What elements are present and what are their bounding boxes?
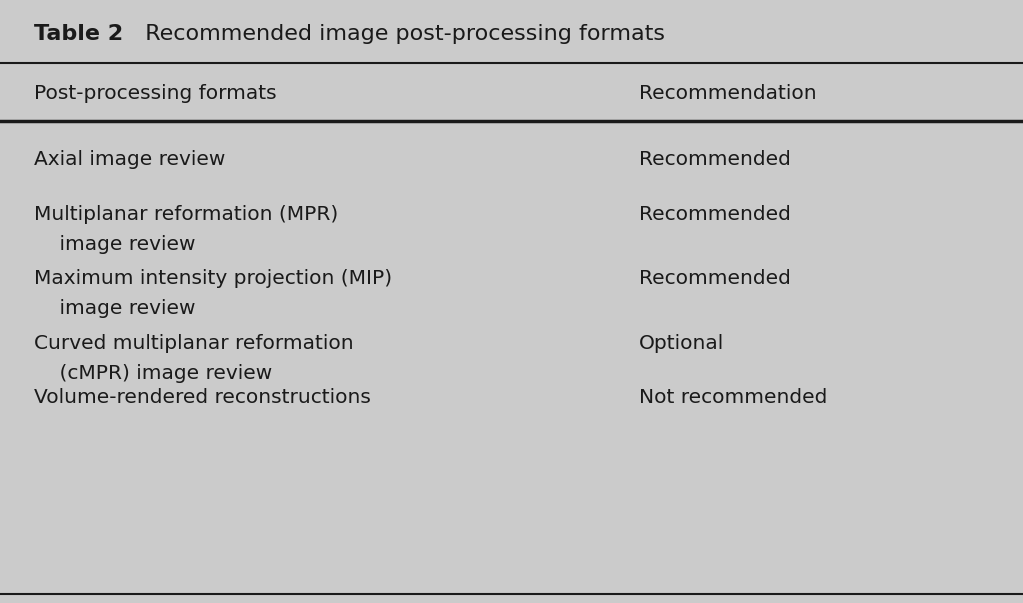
Text: Recommended: Recommended	[639, 204, 791, 224]
Text: Optional: Optional	[639, 334, 724, 353]
Text: Curved multiplanar reformation: Curved multiplanar reformation	[34, 334, 353, 353]
Text: Recommended image post-processing formats: Recommended image post-processing format…	[131, 24, 665, 44]
Text: Maximum intensity projection (MIP): Maximum intensity projection (MIP)	[34, 269, 392, 288]
Text: image review: image review	[34, 235, 195, 254]
Text: Axial image review: Axial image review	[34, 150, 225, 169]
Text: Recommended: Recommended	[639, 269, 791, 288]
Text: Multiplanar reformation (MPR): Multiplanar reformation (MPR)	[34, 204, 338, 224]
Text: image review: image review	[34, 299, 195, 318]
Text: Volume-rendered reconstructions: Volume-rendered reconstructions	[34, 388, 370, 408]
Text: Not recommended: Not recommended	[639, 388, 828, 408]
Text: Recommendation: Recommendation	[639, 84, 817, 103]
Text: Recommended: Recommended	[639, 150, 791, 169]
Text: (cMPR) image review: (cMPR) image review	[34, 364, 272, 384]
Text: Post-processing formats: Post-processing formats	[34, 84, 276, 103]
Text: Table 2: Table 2	[34, 24, 123, 44]
